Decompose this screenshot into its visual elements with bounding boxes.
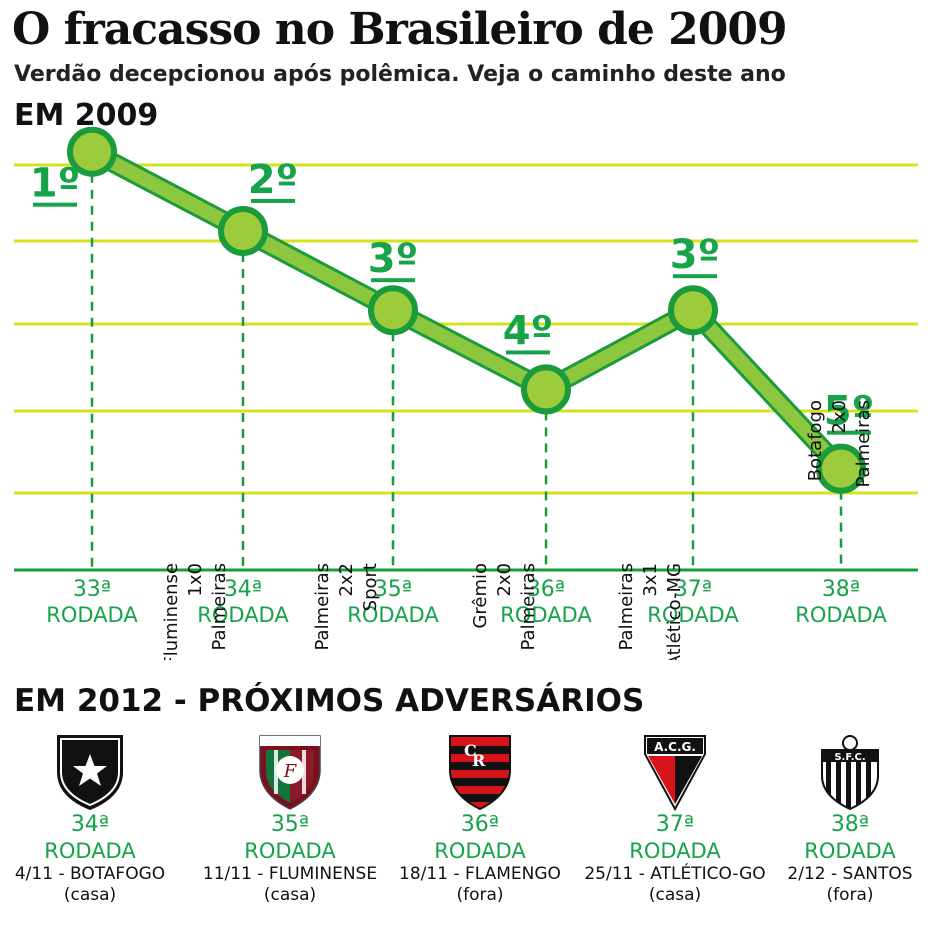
position-label: 3º bbox=[368, 236, 418, 282]
game-venue: (casa) bbox=[263, 885, 317, 905]
game-venue: (casa) bbox=[63, 885, 117, 905]
x-tick-label-round: 35ª bbox=[374, 577, 412, 602]
data-point bbox=[67, 126, 117, 177]
series-line-outline bbox=[87, 142, 849, 476]
match-result-label: Botafogo bbox=[805, 400, 826, 481]
game-venue: (fora) bbox=[826, 885, 874, 905]
match-result-label: 1x0 bbox=[185, 563, 206, 597]
round-number: 38ª bbox=[830, 812, 870, 837]
next-game-botafogo: 34ª RODADA 4/11 - BOTAFOGO (casa) bbox=[0, 732, 185, 906]
match-result-label: 3x1 bbox=[640, 563, 661, 597]
position-label-underline bbox=[827, 430, 871, 435]
position-label: 3º bbox=[670, 232, 720, 278]
section-2009-heading: EM 2009 bbox=[14, 98, 159, 133]
round-label: RODADA bbox=[434, 839, 526, 863]
match-result-label: Atlético-MG bbox=[664, 563, 685, 660]
match-result-label: Grêmio bbox=[470, 563, 491, 629]
page-title: O fracasso no Brasileiro de 2009 bbox=[12, 4, 788, 55]
svg-text:S.F.C.: S.F.C. bbox=[834, 752, 865, 763]
data-point bbox=[218, 205, 268, 256]
round-number: 37ª bbox=[655, 812, 695, 837]
match-result-label: 2x0 bbox=[494, 563, 515, 597]
svg-text:R: R bbox=[472, 751, 486, 770]
x-tick-label-round: 37ª bbox=[674, 577, 712, 602]
next-game-santos: S.F.C. 38ª RODADA 2/12 - SANTOS (fora) bbox=[755, 732, 945, 906]
match-result-label: Palmeiras bbox=[209, 563, 230, 651]
match-result-label: Palmeiras bbox=[312, 563, 333, 651]
position-label: 2º bbox=[248, 157, 298, 203]
next-game-fluminense: F 35ª RODADA 11/11 - FLUMINENSE (casa) bbox=[195, 732, 385, 906]
data-point bbox=[668, 285, 718, 336]
position-label-underline bbox=[506, 350, 550, 355]
next-game-atletico-go: A.C.G. 37ª RODADA 25/11 - ATLÉTICO-GO (c… bbox=[580, 732, 770, 906]
page-subtitle: Verdão decepcionou após polêmica. Veja o… bbox=[14, 62, 786, 87]
game-venue: (casa) bbox=[648, 885, 702, 905]
fluminense-badge-icon: F bbox=[259, 735, 321, 810]
x-tick-label-rodada: RODADA bbox=[197, 603, 289, 627]
section-2012-heading: EM 2012 - PRÓXIMOS ADVERSÁRIOS bbox=[14, 683, 645, 719]
position-label-underline bbox=[33, 202, 77, 207]
position-label-underline bbox=[251, 198, 295, 203]
game-date-opponent: 2/12 - SANTOS bbox=[787, 864, 913, 884]
x-tick-label-round: 38ª bbox=[822, 577, 860, 602]
x-tick-label-rodada: RODADA bbox=[347, 603, 439, 627]
x-tick-label-round: 34ª bbox=[224, 577, 262, 602]
match-result-label: Palmeiras bbox=[518, 563, 539, 651]
position-label-underline bbox=[371, 278, 415, 283]
round-label: RODADA bbox=[44, 839, 136, 863]
game-date-opponent: 11/11 - FLUMINENSE bbox=[202, 864, 378, 884]
round-number: 34ª bbox=[70, 812, 110, 837]
round-number: 36ª bbox=[460, 812, 500, 837]
position-label: 5º bbox=[824, 389, 874, 435]
next-game-flamengo: C R 36ª RODADA 18/11 - FLAMENGO (fora) bbox=[385, 732, 575, 906]
svg-text:C: C bbox=[464, 741, 477, 760]
round-label: RODADA bbox=[804, 839, 896, 863]
svg-text:F: F bbox=[283, 761, 298, 782]
santos-badge-icon: S.F.C. bbox=[821, 735, 879, 811]
match-result-label: 2x2 bbox=[336, 563, 357, 597]
position-label-underline bbox=[673, 274, 717, 279]
flamengo-badge-icon: C R bbox=[449, 735, 511, 811]
x-tick-label-round: 36ª bbox=[527, 577, 565, 602]
series-line bbox=[88, 145, 847, 474]
position-label: 1º bbox=[30, 161, 80, 207]
x-tick-label-rodada: RODADA bbox=[500, 603, 592, 627]
game-date-opponent: 4/11 - BOTAFOGO bbox=[14, 864, 166, 884]
position-label: 4º bbox=[503, 308, 553, 354]
svg-text:A.C.G.: A.C.G. bbox=[654, 740, 696, 754]
data-point bbox=[521, 364, 571, 415]
x-tick-label-rodada: RODADA bbox=[647, 603, 739, 627]
atletico-go-badge-icon: A.C.G. bbox=[644, 735, 706, 812]
match-result-label: Palmeiras bbox=[853, 400, 874, 488]
game-venue: (fora) bbox=[456, 885, 504, 905]
round-label: RODADA bbox=[244, 839, 336, 863]
match-result-label: Palmeiras bbox=[616, 563, 637, 651]
round-label: RODADA bbox=[629, 839, 721, 863]
x-tick-label-round: 33ª bbox=[73, 577, 111, 602]
game-date-opponent: 25/11 - ATLÉTICO-GO bbox=[584, 864, 766, 884]
data-point bbox=[816, 443, 866, 494]
data-point bbox=[368, 285, 418, 336]
match-result-label: 2x0 bbox=[829, 400, 850, 434]
x-tick-label-rodada: RODADA bbox=[795, 603, 887, 627]
botafogo-badge-icon bbox=[57, 735, 123, 811]
match-result-label: Fluminense bbox=[161, 563, 182, 660]
match-result-label: Sport bbox=[360, 563, 381, 611]
x-tick-label-rodada: RODADA bbox=[46, 603, 138, 627]
standings-line-chart: 1º 2º3º4º3º5º33ªRODADA34ªRODADA35ªRODADA3… bbox=[14, 126, 918, 660]
game-date-opponent: 18/11 - FLAMENGO bbox=[399, 864, 561, 884]
round-number: 35ª bbox=[270, 812, 310, 837]
